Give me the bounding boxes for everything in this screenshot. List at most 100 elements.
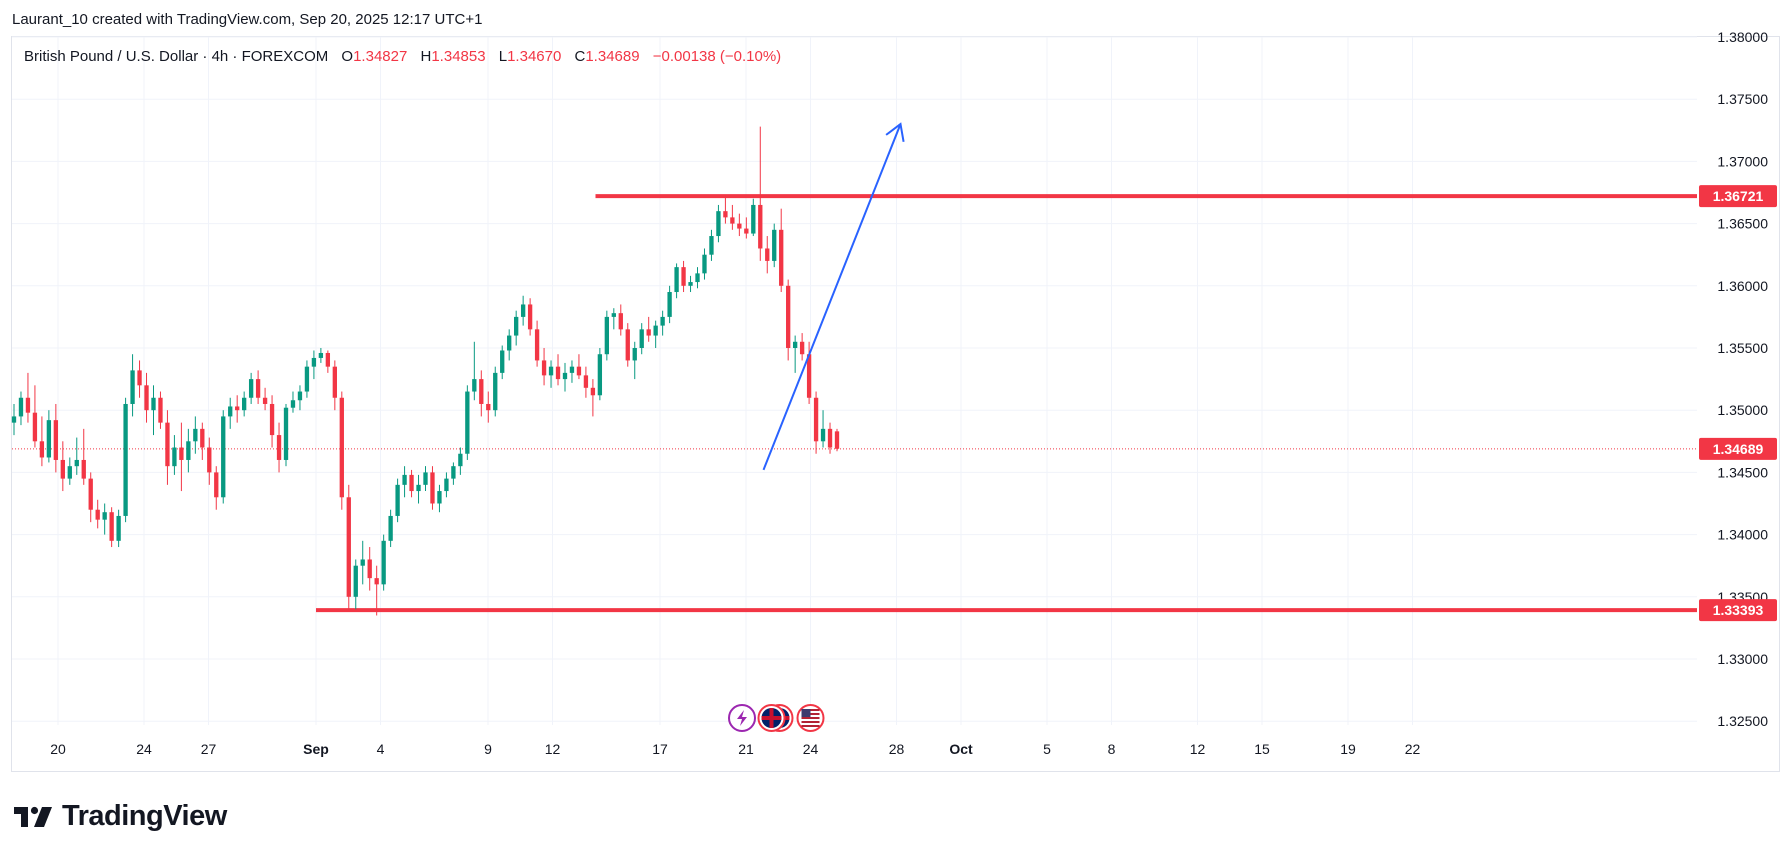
uk-flag-icon [757,704,794,732]
candle-body [813,397,819,442]
candle-body [248,379,254,398]
candle-body [179,447,184,460]
low-value: 1.34670 [507,48,562,65]
candle-body [165,422,170,467]
candle-body [695,273,700,283]
x-tick-label: 27 [201,741,217,757]
candle-body [465,391,470,454]
candle-body [67,466,72,479]
tradingview-logo[interactable]: TradingView [14,800,227,833]
candle-body [269,403,275,436]
candle-body [151,397,156,411]
candle-body [500,350,505,373]
candle-body [339,397,344,498]
level-price-tag-label: 1.36721 [1713,188,1764,204]
candle-body [541,360,547,376]
close-value: 1.34689 [585,48,640,65]
candle-body [221,416,226,498]
change-value: −0.00138 (−0.10%) [652,48,782,65]
y-tick-label: 1.36500 [1717,216,1768,232]
candle-body [116,515,121,541]
x-tick-label: 19 [1340,741,1356,757]
candle-body [346,497,351,597]
symbol-title: British Pound / U.S. Dollar · 4h · FOREX… [24,48,329,65]
candle-body [262,397,268,404]
candle-body [102,512,107,520]
flag-canton [801,709,811,717]
candle-body [674,267,679,293]
candle-body [360,559,365,566]
candle-body [562,372,568,380]
x-tick-label: 17 [652,741,668,757]
candle-body [200,428,205,448]
candle-body [137,370,142,386]
candle-body [207,447,212,473]
arrow-shaft [762,123,902,471]
forecast-arrow [762,122,905,471]
x-tick-label: 22 [1405,741,1421,757]
x-tick-label: 28 [889,741,905,757]
candle-body [172,447,177,467]
candle-body [304,366,310,392]
candle-body [423,472,428,485]
candle-body [479,379,484,404]
arrow-head [885,122,905,142]
candle-body [46,420,52,458]
x-tick-label: 21 [738,741,754,757]
candle-body [374,578,379,585]
candle-body [367,559,372,579]
x-tick-label: 15 [1254,741,1270,757]
candle-body [255,379,261,398]
candle-body [709,236,714,255]
candle-body [493,372,498,411]
x-tick-label: 12 [545,741,561,757]
candle-body [130,370,135,404]
candle-body [569,366,575,373]
candle-body [53,420,59,460]
x-tick-label: 12 [1190,741,1206,757]
candle-body [430,472,435,504]
symbol-legend: British Pound / U.S. Dollar · 4h · FOREX… [24,48,781,65]
candle-body [625,329,630,361]
candle-body [332,366,337,398]
high-label: H [420,48,432,65]
y-tick-label: 1.35500 [1717,340,1768,356]
candle-body [681,267,686,286]
candle-body [730,217,735,224]
candle-body [527,304,533,330]
candle-body [646,329,651,336]
flag-stripe [801,721,820,723]
candle-body [827,428,833,448]
y-tick-label: 1.37000 [1717,153,1768,169]
candle-body [632,348,637,361]
x-tick-label: Oct [949,741,973,757]
candle-body [18,397,24,417]
candle-body [451,466,456,479]
candle-body [744,228,749,234]
candle-body [520,304,526,317]
candle-body [792,341,798,348]
open-label: O [341,48,354,65]
candle-body [590,387,596,396]
y-tick-label: 1.34500 [1717,464,1768,480]
candle-body [158,397,163,423]
current-price-tag-label: 1.34689 [1713,441,1764,457]
candle-body [834,431,840,449]
candle-body [702,254,707,274]
x-tick-label: 4 [377,741,385,757]
candle-body [311,357,317,367]
candle-body [297,391,303,401]
candle-body [507,335,512,351]
candle-body [583,375,589,388]
tradingview-wordmark: TradingView [62,800,227,832]
candle-body [81,459,86,479]
candle-body [123,403,128,516]
candle-body [534,329,540,361]
us-flag-icon [796,704,825,732]
candle-body [109,512,114,541]
candle-body [667,292,672,317]
candle-body [548,366,554,376]
x-tick-label: 5 [1043,741,1051,757]
level-price-tag [1699,599,1777,622]
